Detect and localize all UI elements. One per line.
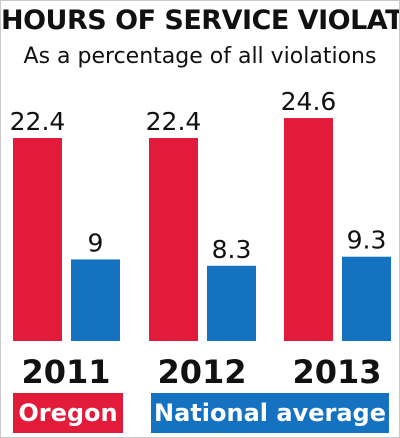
value-label-oregon-2011: 22.4 bbox=[10, 107, 66, 136]
bar-oregon-2013 bbox=[284, 118, 333, 341]
legend-item-national-average: National average bbox=[151, 393, 389, 433]
value-label-oregon-2012: 22.4 bbox=[146, 107, 202, 136]
bar-chart: 22.4 9 2011 22.4 8.3 2012 24.6 9.3 2013 bbox=[10, 87, 391, 391]
bar-national-average-2013 bbox=[342, 256, 391, 341]
value-label-national-average-2012: 8.3 bbox=[212, 235, 252, 264]
legend-item-oregon: Oregon bbox=[13, 393, 123, 433]
chart-title: HOURS OF SERVICE VIOLATIONS bbox=[1, 5, 399, 36]
bar-oregon-2012 bbox=[149, 138, 198, 341]
bar-national-average-2012 bbox=[207, 265, 256, 341]
chart-subtitle: As a percentage of all violations bbox=[23, 44, 377, 69]
value-label-oregon-2013: 24.6 bbox=[281, 87, 337, 116]
value-label-national-average-2013: 9.3 bbox=[347, 226, 387, 255]
category-label-2011: 2011 bbox=[21, 353, 110, 391]
bar-oregon-2011 bbox=[13, 138, 62, 341]
category-label-2012: 2012 bbox=[157, 353, 246, 391]
bar-national-average-2011 bbox=[71, 259, 120, 341]
chart-legend: Oregon National average bbox=[1, 393, 399, 433]
value-label-national-average-2011: 9 bbox=[88, 228, 104, 257]
category-label-2013: 2013 bbox=[292, 353, 381, 391]
